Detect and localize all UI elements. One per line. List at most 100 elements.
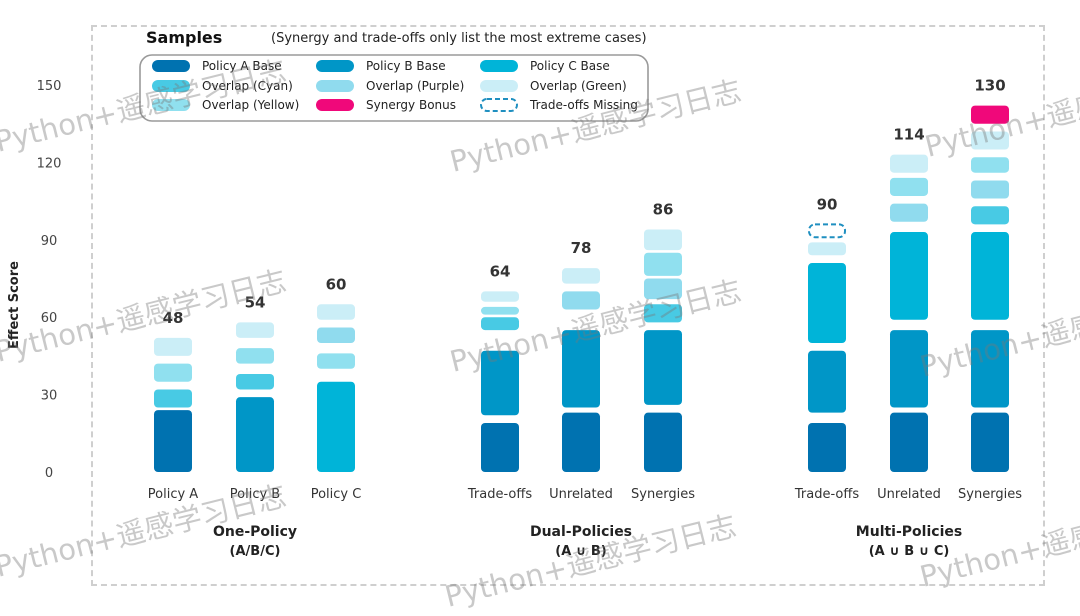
legend-box	[139, 54, 649, 122]
y-tick-label: 60	[41, 311, 58, 326]
bar-segment	[644, 330, 682, 405]
x-tick-label: Policy A	[148, 487, 199, 502]
bar-segment	[154, 337, 192, 356]
bar-segment	[154, 389, 192, 408]
legend-title: Samples	[146, 28, 222, 47]
legend-swatch	[480, 80, 518, 92]
bar-segment	[890, 330, 928, 408]
bar-segment	[890, 177, 928, 196]
bar-segment	[971, 412, 1009, 472]
bar-segment	[971, 131, 1009, 150]
bar-segment	[236, 348, 274, 364]
legend-swatch	[152, 80, 190, 92]
bar-segment	[808, 263, 846, 343]
legend-label: Overlap (Green)	[530, 79, 627, 93]
bar-segment	[808, 350, 846, 413]
group-subtitle: (A ∪ B ∪ C)	[869, 544, 950, 559]
bar-segment	[971, 330, 1009, 408]
legend-label: Synergy Bonus	[366, 98, 456, 112]
y-tick-label: 0	[45, 466, 53, 481]
bar-segment	[317, 304, 355, 320]
bar-total-label: 64	[490, 262, 511, 280]
bar-segment	[562, 412, 600, 472]
bar-segment	[644, 278, 682, 300]
bar-total-label: 90	[817, 195, 838, 213]
legend-swatch	[152, 99, 190, 111]
y-tick-label: 90	[41, 234, 58, 249]
legend-swatch	[480, 98, 518, 112]
x-tick-label: Unrelated	[549, 487, 613, 502]
y-tick-label: 120	[37, 156, 62, 171]
bar-segment	[644, 412, 682, 472]
bar-segment	[481, 317, 519, 331]
group-title: Multi-Policies	[856, 524, 962, 540]
bar-segment	[154, 410, 192, 472]
bar-total-label: 130	[974, 77, 1005, 95]
bar-segment	[808, 422, 846, 472]
y-tick-label: 30	[41, 389, 58, 404]
chart-frame	[91, 25, 1045, 586]
group-title: Dual-Policies	[530, 524, 632, 540]
bar-segment	[481, 291, 519, 302]
legend-label: Overlap (Purple)	[366, 79, 464, 93]
bar-segment	[971, 180, 1009, 199]
bar-total-label: 86	[653, 200, 674, 218]
legend-label: Policy A Base	[202, 59, 282, 73]
bar-segment	[481, 422, 519, 472]
bar-total-label: 54	[245, 293, 266, 311]
legend-swatch	[152, 60, 190, 72]
y-tick-label: 150	[37, 79, 62, 94]
bar-segment	[562, 268, 600, 284]
legend-swatch	[316, 60, 354, 72]
group-title: One-Policy	[213, 524, 297, 540]
bar-segment	[808, 242, 846, 256]
bar-segment	[644, 304, 682, 323]
legend-label: Overlap (Cyan)	[202, 79, 293, 93]
bar-segment	[890, 412, 928, 472]
bar-segment	[890, 203, 928, 222]
bar-segment	[562, 330, 600, 408]
y-axis-label: Effect Score	[7, 261, 22, 349]
x-tick-label: Policy C	[311, 487, 362, 502]
group-subtitle: (A ∪ B)	[555, 544, 606, 559]
bar-segment	[562, 291, 600, 310]
legend-swatch	[480, 60, 518, 72]
bar-segment	[644, 252, 682, 276]
bar-segment-missing	[808, 223, 846, 239]
bar-segment	[236, 373, 274, 390]
bar-segment	[971, 232, 1009, 320]
group-subtitle: (A/B/C)	[230, 544, 281, 559]
bar-segment	[971, 105, 1009, 124]
legend-label: Policy B Base	[366, 59, 446, 73]
legend-swatch	[316, 99, 354, 111]
legend-subtitle: (Synergy and trade-offs only list the mo…	[271, 31, 647, 46]
legend-label: Overlap (Yellow)	[202, 98, 299, 112]
bar-segment	[481, 306, 519, 315]
x-tick-label: Policy B	[230, 487, 280, 502]
bar-total-label: 48	[163, 309, 184, 327]
bar-total-label: 60	[326, 275, 347, 293]
legend-swatch	[316, 80, 354, 92]
bar-segment	[481, 350, 519, 416]
bar-segment	[890, 154, 928, 173]
legend-label: Trade-offs Missing	[529, 98, 638, 112]
x-tick-label: Unrelated	[877, 487, 941, 502]
legend-label: Policy C Base	[530, 59, 610, 73]
bar-segment	[317, 353, 355, 369]
x-tick-label: Synergies	[958, 487, 1022, 502]
bar-segment	[317, 381, 355, 472]
bar-segment	[236, 397, 274, 472]
bar-segment	[644, 229, 682, 251]
x-tick-label: Synergies	[631, 487, 695, 502]
bar-segment	[971, 157, 1009, 173]
bar-segment	[236, 322, 274, 338]
bar-segment	[890, 232, 928, 320]
x-tick-label: Trade-offs	[467, 487, 532, 502]
bar-total-label: 78	[571, 239, 592, 257]
bar-total-label: 114	[893, 126, 924, 144]
bar-segment	[317, 327, 355, 343]
bar-segment	[971, 206, 1009, 225]
bar-segment	[154, 363, 192, 382]
x-tick-label: Trade-offs	[794, 487, 859, 502]
